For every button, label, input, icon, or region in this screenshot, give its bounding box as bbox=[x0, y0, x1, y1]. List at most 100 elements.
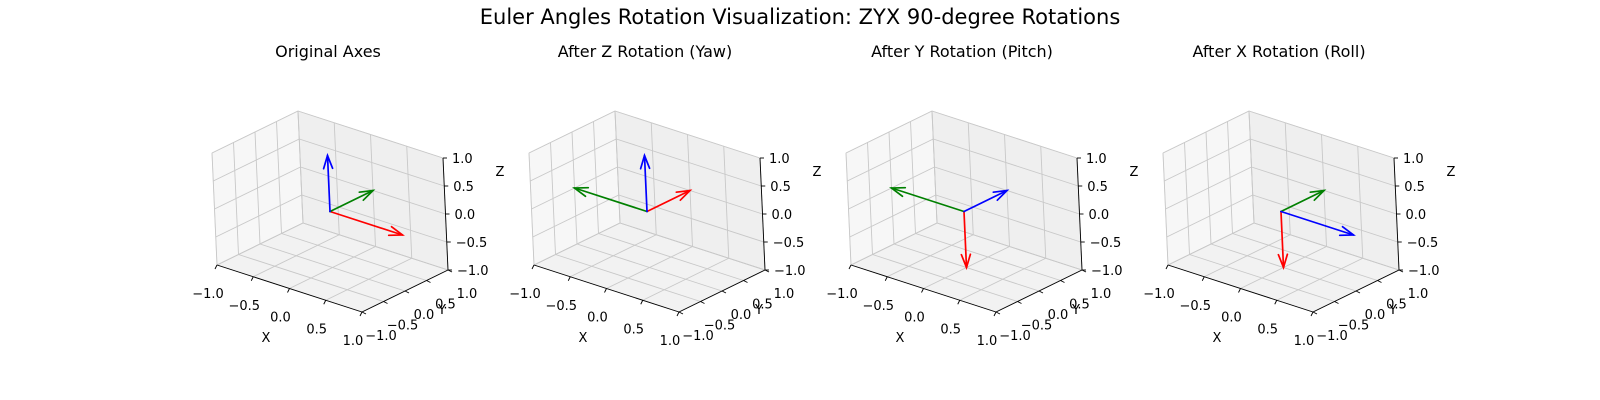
grid-line bbox=[1248, 110, 1255, 224]
y-arrow-shaft bbox=[573, 187, 648, 213]
z-tick-label: −0.5 bbox=[773, 236, 805, 251]
z-tick-label: −0.5 bbox=[1090, 236, 1122, 251]
z-axis-arrow bbox=[639, 152, 651, 213]
z-axis-label: Z bbox=[1447, 165, 1456, 180]
x-tick-label: 0.5 bbox=[306, 322, 327, 337]
z-arrow-shaft bbox=[963, 189, 1008, 213]
x-tick bbox=[604, 288, 607, 293]
z-tick-label: −1.0 bbox=[457, 264, 489, 279]
y-tick bbox=[1334, 301, 1339, 304]
grid-line bbox=[845, 110, 933, 154]
y-tick-label: 0.0 bbox=[1048, 308, 1069, 323]
x-tick-label: −1.0 bbox=[509, 287, 541, 302]
x-arrow-shaft bbox=[1280, 210, 1285, 269]
x-tick-label: 0.0 bbox=[270, 311, 291, 326]
x-tick bbox=[884, 276, 888, 281]
grid-line bbox=[528, 110, 616, 154]
grid-lines bbox=[1162, 110, 1400, 313]
grid-line bbox=[1248, 110, 1395, 159]
y-arrow-shaft bbox=[890, 187, 965, 213]
x-tick bbox=[323, 300, 327, 305]
grid-line bbox=[642, 257, 729, 301]
grid-line bbox=[276, 121, 282, 234]
grid-line bbox=[530, 138, 617, 182]
grid-line bbox=[299, 138, 445, 187]
y-tick bbox=[1017, 301, 1022, 304]
x-arrow-head bbox=[1277, 253, 1289, 271]
y-axis-label: Y bbox=[1388, 303, 1397, 318]
y-tick-label: −1.0 bbox=[682, 329, 714, 344]
subplot-4: After X Rotation (Roll)−1.0−1.0−1.0−0.5−… bbox=[1143, 42, 1455, 349]
z-arrow-shaft bbox=[643, 154, 648, 213]
x-tick-label: −1.0 bbox=[1143, 287, 1175, 302]
z-arrow-head bbox=[322, 152, 334, 170]
x-tick bbox=[1165, 264, 1169, 270]
z-tick-label: −0.5 bbox=[456, 236, 488, 251]
grid-line bbox=[614, 110, 761, 159]
z-tick-label: 1.0 bbox=[1403, 152, 1424, 167]
z-tick-label: 1.0 bbox=[1086, 152, 1107, 167]
y-tick-label: 1.0 bbox=[774, 287, 795, 302]
grid-line bbox=[1162, 110, 1250, 154]
grid-line bbox=[616, 138, 762, 187]
z-axis-label: Z bbox=[496, 165, 505, 180]
z-tick-label: −0.5 bbox=[1407, 236, 1439, 251]
grid-line bbox=[598, 233, 744, 281]
y-tick-label: −1.0 bbox=[365, 329, 397, 344]
z-tick-label: 1.0 bbox=[769, 152, 790, 167]
y-tick-label: −0.5 bbox=[1021, 319, 1053, 334]
z-tick-label: 0.0 bbox=[1406, 208, 1427, 223]
y-tick-label: 0.0 bbox=[731, 308, 752, 323]
y-axis-arrow bbox=[572, 186, 648, 213]
x-tick-label: −1.0 bbox=[192, 287, 224, 302]
grid-line bbox=[297, 110, 304, 224]
z-axis-arrow bbox=[963, 189, 1010, 213]
subplot-title: After Z Rotation (Yaw) bbox=[558, 42, 733, 61]
z-tick-label: −1.0 bbox=[774, 264, 806, 279]
grid-line bbox=[325, 257, 412, 301]
x-axis-arrow bbox=[329, 210, 405, 237]
y-tick bbox=[383, 301, 388, 304]
x-axis-label: X bbox=[262, 331, 271, 346]
grid-line bbox=[619, 222, 766, 271]
y-tick-label: −0.5 bbox=[387, 319, 419, 334]
x-axis-arrow bbox=[1277, 210, 1289, 271]
figure-title: Euler Angles Rotation Visualization: ZYX… bbox=[480, 5, 1121, 29]
x-arrow-shaft bbox=[963, 210, 968, 269]
x-tick bbox=[359, 311, 363, 317]
y-tick bbox=[995, 311, 1001, 315]
x-arrow-shaft bbox=[329, 210, 404, 236]
x-tick bbox=[676, 311, 680, 317]
y-axis-label: Y bbox=[1071, 303, 1080, 318]
x-tick-label: −0.5 bbox=[862, 299, 894, 314]
x-arrow-shaft bbox=[646, 189, 691, 213]
x-arrow-head bbox=[960, 253, 972, 271]
y-tick-label: 0.5 bbox=[435, 298, 456, 313]
grid-line bbox=[614, 110, 621, 224]
subplot-title: After X Rotation (Roll) bbox=[1192, 42, 1365, 61]
grid-line bbox=[302, 222, 449, 271]
y-tick bbox=[1060, 280, 1065, 283]
grid-line bbox=[213, 138, 300, 182]
grid-line bbox=[259, 243, 406, 292]
y-tick-label: 0.5 bbox=[1386, 298, 1407, 313]
y-tick-label: 1.0 bbox=[457, 287, 478, 302]
grid-line bbox=[1164, 138, 1251, 182]
z-tick-label: 0.0 bbox=[772, 208, 793, 223]
x-tick-label: 1.0 bbox=[1294, 334, 1315, 349]
y-tick bbox=[426, 280, 431, 283]
z-tick-label: 0.5 bbox=[453, 180, 474, 195]
x-tick bbox=[921, 288, 924, 293]
z-axis-arrow bbox=[322, 152, 334, 213]
y-arrow-head bbox=[358, 189, 376, 202]
subplot-title: Original Axes bbox=[275, 42, 381, 61]
z-tick-label: −1.0 bbox=[1408, 264, 1440, 279]
z-tick-label: 0.5 bbox=[1087, 180, 1108, 195]
grid-line bbox=[1227, 121, 1233, 234]
grid-line bbox=[1040, 146, 1047, 259]
x-tick-label: −1.0 bbox=[826, 287, 858, 302]
y-tick bbox=[1355, 290, 1361, 294]
y-arrow-head bbox=[1309, 189, 1327, 202]
x-axis-label: X bbox=[579, 331, 588, 346]
grid-line bbox=[1276, 257, 1363, 301]
